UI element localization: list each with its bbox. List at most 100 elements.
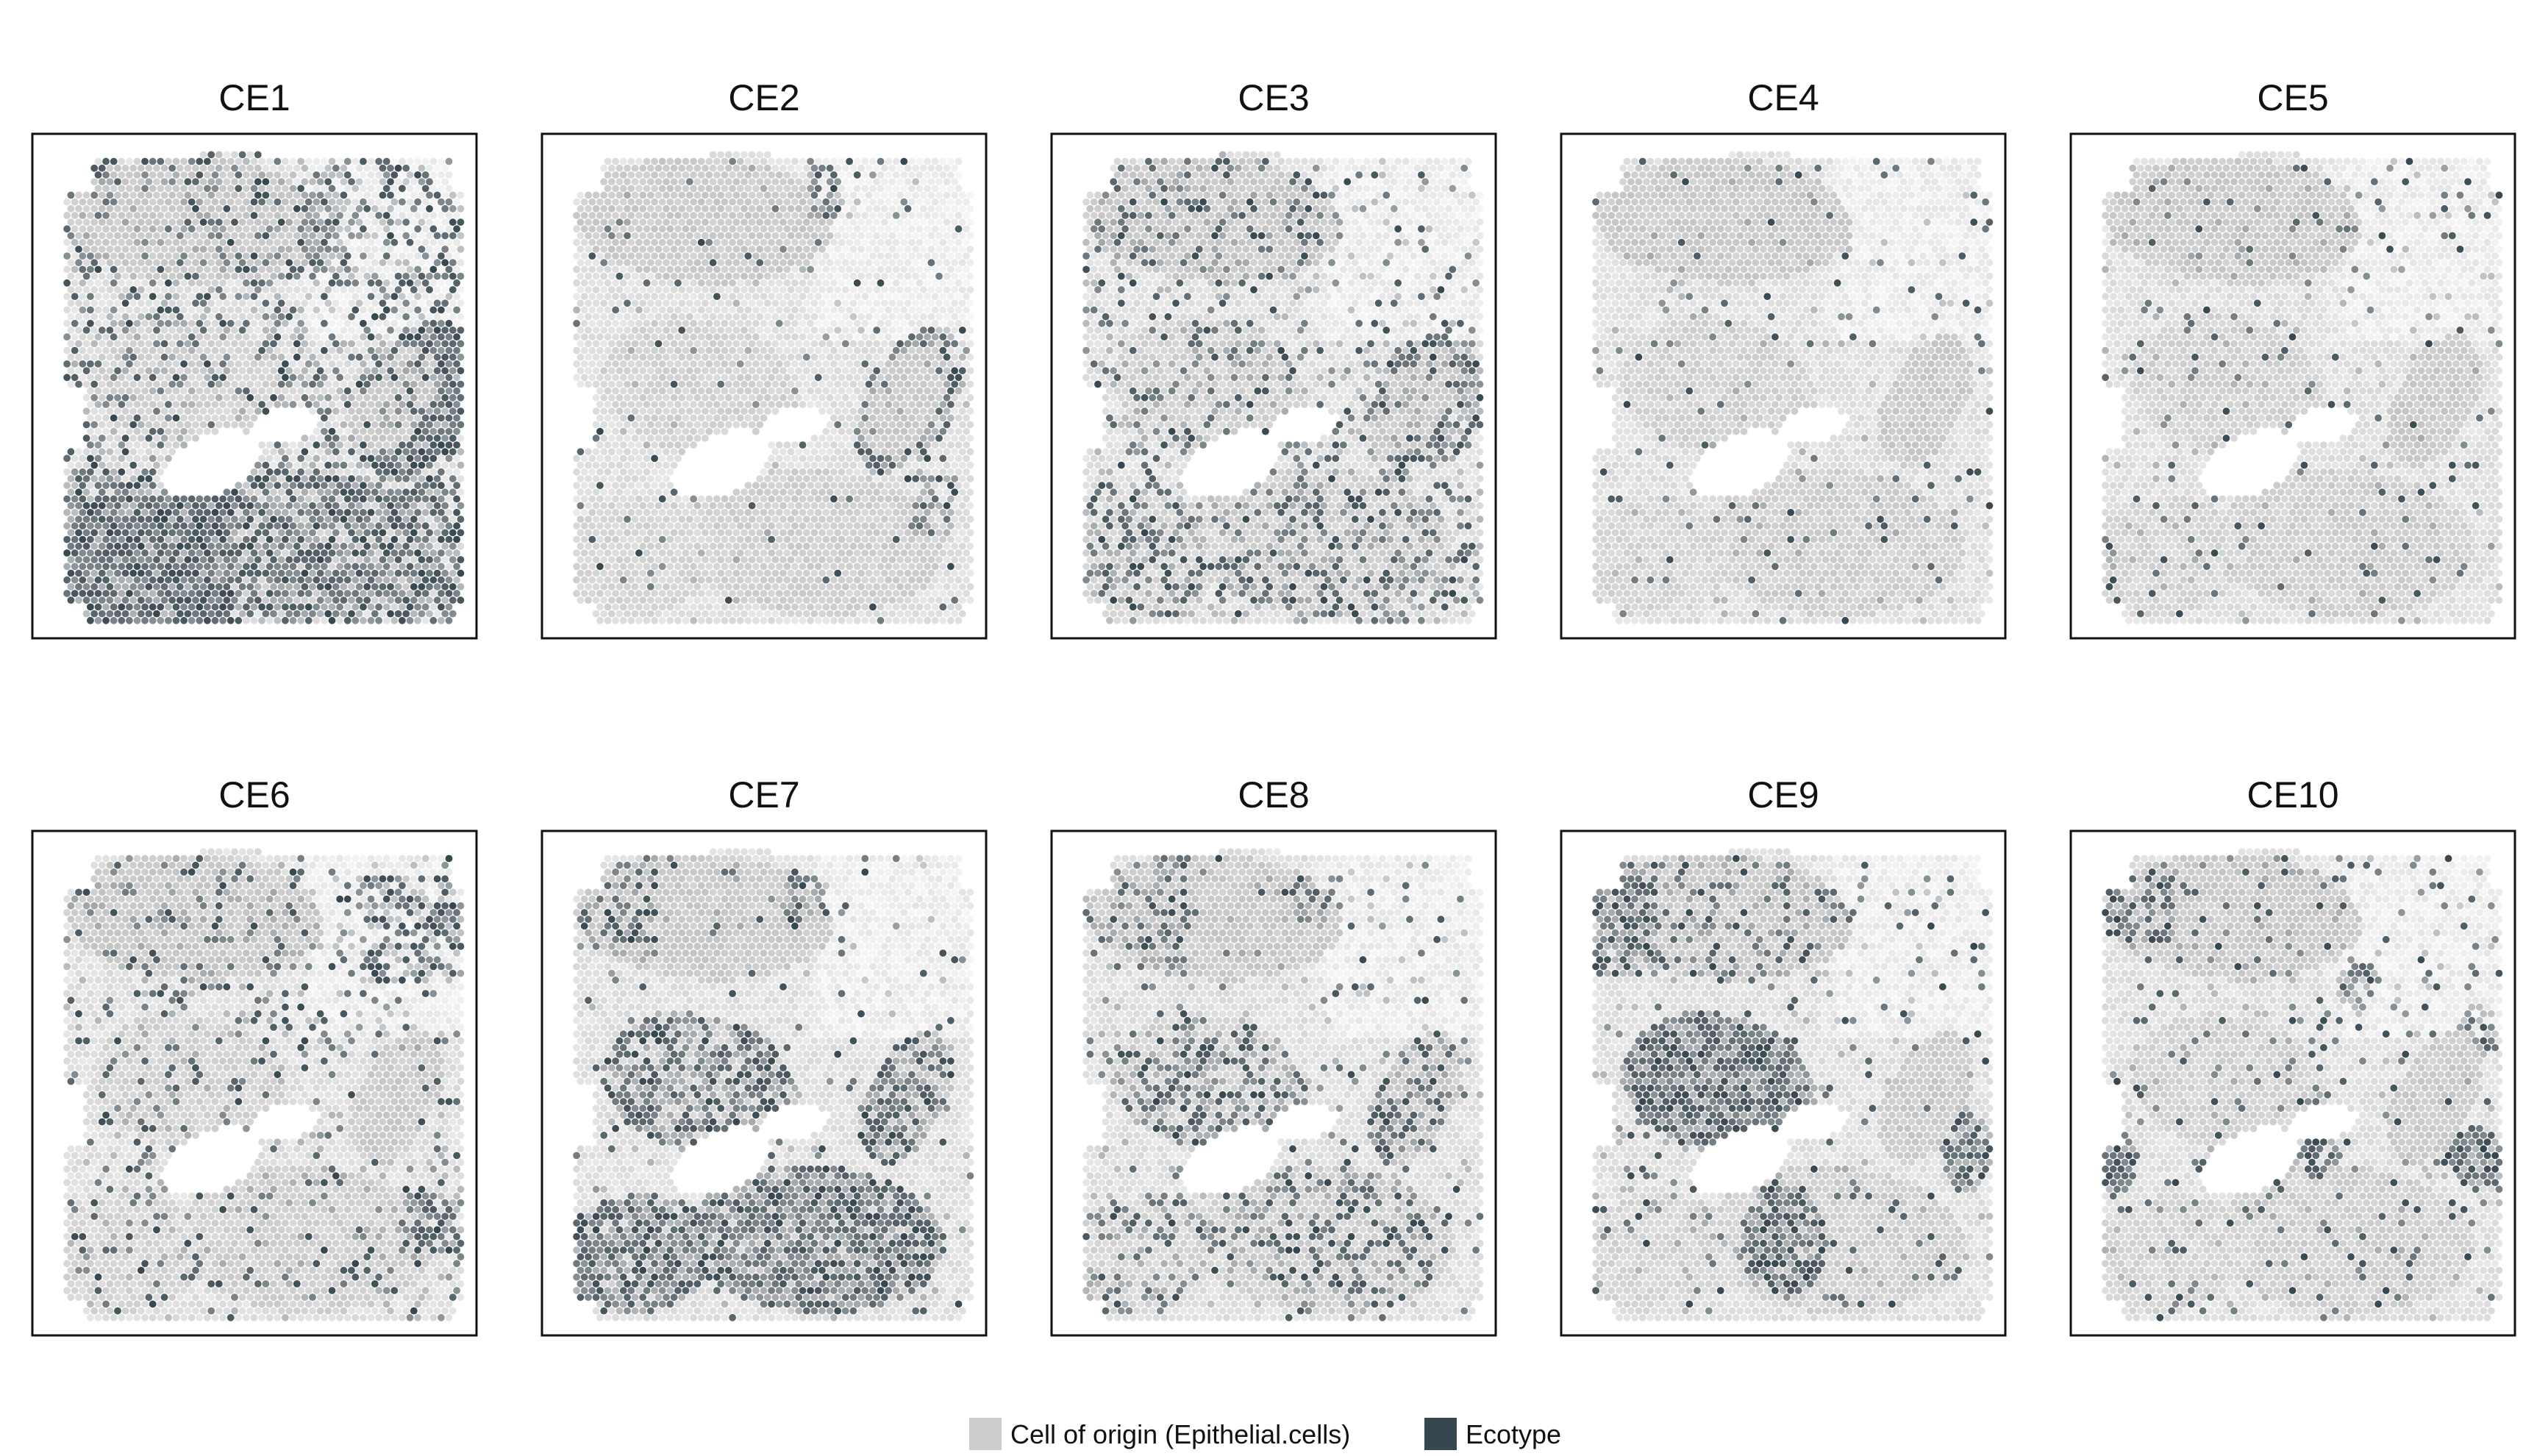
spot xyxy=(779,205,787,213)
spot xyxy=(429,415,437,422)
spot xyxy=(138,218,145,226)
spot xyxy=(920,340,927,348)
spot xyxy=(446,590,453,597)
spot xyxy=(129,299,137,307)
spot xyxy=(114,218,121,226)
spot xyxy=(395,462,402,469)
spot xyxy=(293,381,301,388)
spot xyxy=(935,340,943,348)
spot xyxy=(196,158,203,165)
spot xyxy=(768,266,775,274)
spot xyxy=(900,199,907,206)
spot xyxy=(651,374,658,381)
spot xyxy=(282,496,289,503)
spot xyxy=(141,468,149,476)
spot xyxy=(118,360,125,368)
spot xyxy=(387,218,394,226)
spot xyxy=(414,536,421,543)
spot xyxy=(118,415,125,422)
spot xyxy=(426,610,433,618)
spot xyxy=(752,266,760,274)
spot xyxy=(266,388,274,395)
spot xyxy=(75,326,82,334)
spot xyxy=(429,428,437,435)
spot xyxy=(336,441,343,449)
spot xyxy=(368,360,375,368)
spot xyxy=(188,225,196,232)
spot xyxy=(270,475,277,482)
spot xyxy=(313,577,320,584)
spot xyxy=(854,333,861,340)
spot xyxy=(348,407,355,415)
spot xyxy=(173,536,180,543)
spot xyxy=(616,313,624,321)
spot xyxy=(390,158,398,165)
spot xyxy=(951,313,958,321)
spot xyxy=(348,246,355,253)
spot xyxy=(270,313,277,321)
spot xyxy=(426,462,433,469)
spot xyxy=(114,394,121,402)
spot xyxy=(881,192,888,199)
spot xyxy=(779,178,787,185)
spot xyxy=(134,185,141,192)
spot xyxy=(176,596,184,604)
spot xyxy=(935,326,943,334)
spot xyxy=(426,394,433,402)
spot xyxy=(756,286,763,293)
spot xyxy=(336,388,343,395)
spot xyxy=(290,279,297,287)
spot xyxy=(173,266,180,274)
spot xyxy=(846,171,853,179)
spot xyxy=(301,326,309,334)
spot xyxy=(655,232,663,240)
spot xyxy=(453,212,460,219)
spot xyxy=(340,515,348,523)
spot xyxy=(138,475,145,482)
spot xyxy=(301,394,309,402)
spot xyxy=(885,185,892,192)
spot xyxy=(418,475,426,482)
spot xyxy=(768,347,775,354)
spot xyxy=(75,313,82,321)
spot xyxy=(768,374,775,381)
spot xyxy=(227,415,235,422)
spot xyxy=(573,293,580,300)
spot xyxy=(441,515,449,523)
spot xyxy=(344,590,352,597)
spot xyxy=(955,293,963,300)
spot xyxy=(612,293,619,300)
spot xyxy=(146,367,153,374)
spot xyxy=(329,536,336,543)
spot xyxy=(301,583,309,590)
spot xyxy=(176,367,184,374)
spot xyxy=(881,367,888,374)
spot xyxy=(671,313,678,321)
spot xyxy=(99,556,106,563)
spot xyxy=(947,185,955,192)
spot xyxy=(811,340,818,348)
spot xyxy=(690,307,697,314)
spot xyxy=(63,225,71,232)
spot xyxy=(321,320,328,327)
spot xyxy=(161,435,168,442)
spot xyxy=(305,307,313,314)
spot xyxy=(955,239,963,246)
spot xyxy=(251,158,258,165)
spot xyxy=(79,333,86,340)
spot xyxy=(360,522,367,529)
spot xyxy=(429,455,437,463)
spot xyxy=(219,360,226,368)
spot xyxy=(332,543,340,550)
spot xyxy=(263,583,270,590)
spot xyxy=(967,273,974,280)
spot xyxy=(395,165,402,172)
spot xyxy=(329,158,336,165)
spot xyxy=(764,273,771,280)
spot xyxy=(387,421,394,429)
spot xyxy=(329,185,336,192)
spot xyxy=(627,320,635,327)
spot xyxy=(200,583,207,590)
spot xyxy=(297,266,304,274)
spot xyxy=(266,333,274,340)
